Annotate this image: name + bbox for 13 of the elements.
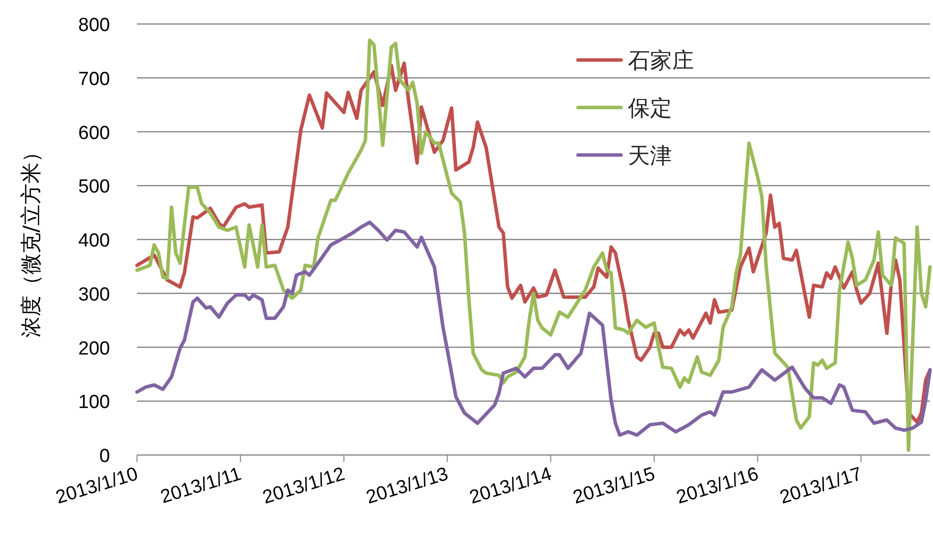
- y-axis-title: 浓度（微克/立方米）: [19, 141, 43, 338]
- legend-label: 石家庄: [628, 49, 694, 74]
- y-tick-label: 300: [78, 284, 110, 306]
- y-tick-label: 700: [78, 68, 110, 90]
- legend-label: 保定: [628, 96, 672, 122]
- legend-label: 天津: [628, 144, 672, 169]
- y-tick-label: 200: [78, 338, 110, 360]
- y-tick-label: 500: [78, 176, 110, 198]
- y-tick-label: 800: [78, 15, 110, 36]
- y-tick-label: 0: [99, 446, 110, 467]
- y-tick-label: 600: [78, 122, 110, 144]
- y-tick-label: 400: [78, 230, 110, 252]
- y-tick-label: 100: [78, 392, 110, 414]
